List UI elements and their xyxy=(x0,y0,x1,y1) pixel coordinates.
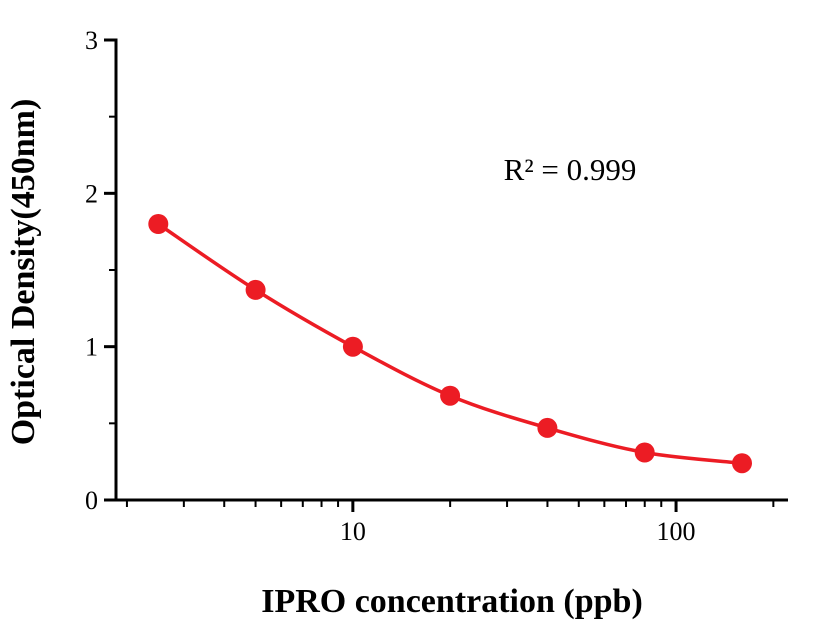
y-axis-title: Optical Density(450nm) xyxy=(5,99,42,446)
series-layer xyxy=(148,214,752,474)
y-tick-label: 1 xyxy=(85,333,98,362)
axes-layer: 0 1 2 3 10 100 xyxy=(85,26,788,546)
x-tick-label: 10 xyxy=(340,517,366,546)
r-squared-annotation: R² = 0.999 xyxy=(504,152,637,187)
data-point-marker xyxy=(148,214,169,234)
data-point-marker xyxy=(342,336,363,357)
y-tick-label: 3 xyxy=(85,26,98,55)
data-point-marker xyxy=(732,453,752,474)
data-point-marker xyxy=(537,417,558,438)
x-axis-title: IPRO concentration (ppb) xyxy=(261,583,643,620)
y-tick-label: 2 xyxy=(85,179,98,208)
data-point-marker xyxy=(245,279,266,300)
x-tick-label: 100 xyxy=(657,517,696,546)
data-point-marker xyxy=(634,442,655,463)
standard-curve-line xyxy=(156,222,744,465)
y-tick-label: 0 xyxy=(85,486,98,515)
data-point-marker xyxy=(440,385,461,406)
